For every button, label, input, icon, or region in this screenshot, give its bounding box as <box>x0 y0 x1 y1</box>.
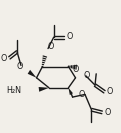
Text: O: O <box>73 65 79 74</box>
Polygon shape <box>39 87 49 92</box>
Text: O: O <box>78 90 84 99</box>
Text: H₂N: H₂N <box>6 86 21 95</box>
Text: O: O <box>47 41 54 51</box>
Text: O: O <box>67 32 73 41</box>
Text: O: O <box>1 54 7 63</box>
Text: O: O <box>105 108 111 117</box>
Polygon shape <box>68 88 73 95</box>
Polygon shape <box>28 70 37 78</box>
Text: O: O <box>107 87 113 96</box>
Text: O: O <box>17 62 23 71</box>
Text: O: O <box>84 71 90 80</box>
